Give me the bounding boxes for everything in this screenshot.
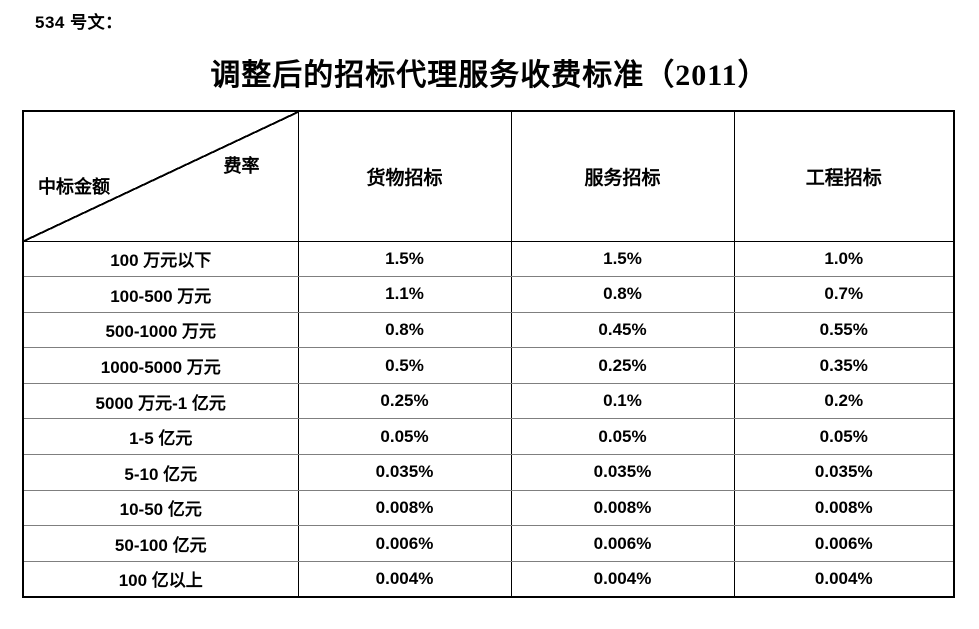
rate-value-cell: 0.05% <box>510 418 735 456</box>
rate-value-cell: 1.5% <box>297 240 512 278</box>
table-row: 5000 万元-1 亿元 0.25% 0.1% 0.2% <box>22 382 955 420</box>
document-number-label: 534 号文： <box>35 13 123 32</box>
rate-value-cell: 0.5% <box>297 347 512 384</box>
table-row: 100 万元以下 1.5% 1.5% 1.0% <box>22 240 955 278</box>
row-label-bid-amount: 100 万元以下 <box>22 240 299 278</box>
rate-value-cell: 0.25% <box>297 382 512 420</box>
rate-value-cell: 1.5% <box>510 240 735 278</box>
diagonal-corner-cell: 费率 中标金额 <box>22 110 299 242</box>
row-label-bid-amount: 50-100 亿元 <box>22 525 299 562</box>
table-header-row: 费率 中标金额 货物招标 服务招标 工程招标 <box>22 110 955 242</box>
rate-value-cell: 0.05% <box>733 418 955 456</box>
table-row: 5-10 亿元 0.035% 0.035% 0.035% <box>22 454 955 491</box>
rate-value-cell: 0.008% <box>510 489 735 527</box>
rate-value-cell: 0.8% <box>510 276 735 313</box>
row-label-bid-amount: 5-10 亿元 <box>22 454 299 491</box>
table-row: 1-5 亿元 0.05% 0.05% 0.05% <box>22 418 955 456</box>
rate-value-cell: 0.008% <box>297 489 512 527</box>
rate-value-cell: 0.004% <box>297 560 512 598</box>
rate-value-cell: 0.035% <box>733 454 955 491</box>
rate-value-cell: 0.008% <box>733 489 955 527</box>
column-header-services: 服务招标 <box>510 110 735 242</box>
row-label-bid-amount: 1000-5000 万元 <box>22 347 299 384</box>
rate-value-cell: 0.006% <box>297 525 512 562</box>
table-row: 100 亿以上 0.004% 0.004% 0.004% <box>22 560 955 598</box>
rate-value-cell: 0.004% <box>733 560 955 598</box>
rate-value-cell: 1.0% <box>733 240 955 278</box>
table-row: 10-50 亿元 0.008% 0.008% 0.008% <box>22 489 955 527</box>
rate-value-cell: 0.8% <box>297 311 512 349</box>
row-label-bid-amount: 5000 万元-1 亿元 <box>22 382 299 420</box>
rate-value-cell: 0.7% <box>733 276 955 313</box>
rate-value-cell: 0.2% <box>733 382 955 420</box>
corner-label-rate: 费率 <box>223 156 260 176</box>
table-body: 100 万元以下 1.5% 1.5% 1.0% 100-500 万元 1.1% 0.8% 0.… <box>22 240 955 598</box>
column-header-goods: 货物招标 <box>297 110 512 242</box>
row-label-bid-amount: 100 亿以上 <box>22 560 299 598</box>
rate-value-cell: 0.035% <box>510 454 735 491</box>
rate-value-cell: 0.45% <box>510 311 735 349</box>
row-label-bid-amount: 10-50 亿元 <box>22 489 299 527</box>
rate-value-cell: 0.55% <box>733 311 955 349</box>
row-label-bid-amount: 1-5 亿元 <box>22 418 299 456</box>
rate-value-cell: 0.006% <box>510 525 735 562</box>
table-row: 100-500 万元 1.1% 0.8% 0.7% <box>22 276 955 313</box>
rate-value-cell: 0.25% <box>510 347 735 384</box>
corner-label-bid-amount: 中标金额 <box>38 176 110 197</box>
table-row: 1000-5000 万元 0.5% 0.25% 0.35% <box>22 347 955 384</box>
column-header-engineering: 工程招标 <box>733 110 955 242</box>
rate-value-cell: 0.35% <box>733 347 955 384</box>
rate-value-cell: 0.004% <box>510 560 735 598</box>
rate-value-cell: 0.006% <box>733 525 955 562</box>
table-row: 500-1000 万元 0.8% 0.45% 0.55% <box>22 311 955 349</box>
rate-value-cell: 0.035% <box>297 454 512 491</box>
rate-value-cell: 0.1% <box>510 382 735 420</box>
fee-rate-table: 费率 中标金额 货物招标 服务招标 工程招标 100 万元以下 1.5% 1.5% 1… <box>22 110 955 598</box>
rate-value-cell: 0.05% <box>297 418 512 456</box>
page-title: 调整后的招标代理服务收费标准（2011） <box>210 59 769 92</box>
rate-value-cell: 1.1% <box>297 276 512 313</box>
table-row: 50-100 亿元 0.006% 0.006% 0.006% <box>22 525 955 562</box>
row-label-bid-amount: 100-500 万元 <box>22 276 299 313</box>
row-label-bid-amount: 500-1000 万元 <box>22 311 299 349</box>
